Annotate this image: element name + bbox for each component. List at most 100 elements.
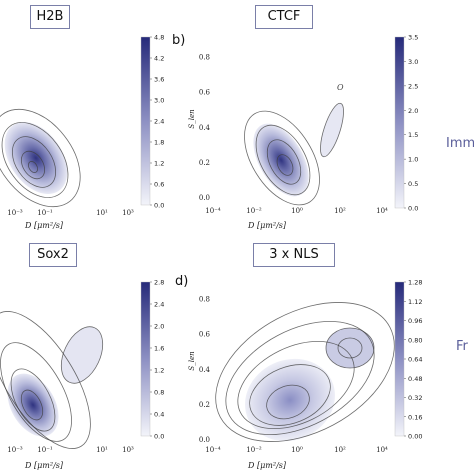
- ctcf-annotation: O: [337, 83, 344, 92]
- density-peak-region: [245, 358, 335, 442]
- contour-line: [255, 124, 311, 196]
- y-tick-label: 0.8: [199, 296, 210, 304]
- colorbar-tick-label: 3.5: [408, 34, 418, 42]
- colorbar-tick-label: 1.0: [408, 156, 418, 164]
- y-tick-label: 0.8: [199, 54, 210, 62]
- y-tick-label: 0.6: [199, 331, 211, 339]
- x-tick-label: 10⁻⁴: [205, 446, 221, 454]
- colorbar-tick-label: 2.0: [408, 107, 418, 115]
- colorbar: [394, 36, 405, 209]
- y-axis-label: S_len: [188, 351, 196, 371]
- x-tick-label: 10³: [122, 209, 134, 217]
- contour-line: [215, 302, 395, 442]
- colorbar-tick-label: 1.2: [154, 367, 164, 375]
- colorbar: [140, 36, 151, 206]
- colorbar-tick-label: 1.5: [408, 131, 418, 139]
- contour-line: [20, 150, 46, 180]
- y-tick-label: 0.2: [199, 159, 210, 167]
- contour-line: [225, 320, 375, 436]
- colorbar-tick-label: 0.6: [154, 181, 164, 189]
- contour-line: [249, 364, 331, 426]
- x-tick-label: 10²: [334, 446, 346, 454]
- y-axis-label: S_len: [188, 109, 196, 129]
- contour-line: [0, 342, 72, 442]
- x-tick-label: 10⁰: [291, 446, 303, 454]
- colorbar-tick-label: 1.2: [154, 160, 164, 168]
- colorbar-tick-label: 1.8: [154, 139, 164, 147]
- x-tick-label: 10¹: [96, 446, 108, 454]
- chart-panel-0: 10⁻³ 10⁻¹ 10¹ 10³ D [μm²/s] 4.8 4.2 3.6 3.0 2.4 1.…: [0, 34, 164, 230]
- density-peak-region: [253, 123, 309, 197]
- contour-line: [0, 108, 81, 208]
- x-tick-label: 10⁻²: [246, 207, 262, 215]
- panel-title-ctcf: CTCF: [255, 5, 313, 29]
- colorbar-tick-label: 3.6: [154, 76, 164, 84]
- y-tick-label: 0.4: [199, 124, 211, 132]
- density-secondary-lobe: [61, 326, 103, 384]
- x-tick-label: 10⁻¹: [37, 446, 53, 454]
- contour-line: [276, 154, 294, 176]
- contour-line: [20, 389, 44, 421]
- colorbar-tick-label: 0.8: [154, 389, 164, 397]
- colorbar-tick-label: 2.4: [154, 118, 164, 126]
- contour-line: [325, 327, 375, 369]
- colorbar-tick-label: 0.0: [154, 202, 164, 210]
- colorbar-tick-label: 0.16: [408, 413, 422, 421]
- chart-panel-2: 10⁻³ 10⁻¹ 10¹ 10³ D [μm²/s] 2.8 2.4 2.0 1.6 1.2 0.…: [0, 279, 164, 470]
- contour-line: [337, 337, 363, 359]
- x-tick-label: 10⁻⁴: [205, 207, 221, 215]
- colorbar-tick-label: 0.0: [408, 205, 418, 213]
- y-tick-label: 0.4: [199, 366, 211, 374]
- contour-line: [266, 384, 310, 420]
- x-axis-label: D [μm²/s]: [24, 221, 64, 230]
- contour-line: [266, 139, 302, 185]
- side-label-bottom: Fr: [456, 339, 468, 354]
- panel-letter-d: d): [175, 274, 189, 289]
- x-tick-label: 10²: [334, 207, 346, 215]
- x-tick-label: 10⁻³: [7, 209, 23, 217]
- panel-title-h2b: H2B: [30, 5, 70, 29]
- x-tick-label: 10⁴: [376, 207, 388, 215]
- colorbar-tick-label: 2.8: [154, 279, 164, 287]
- x-axis-label: D [μm²/s]: [247, 221, 287, 230]
- colorbar-tick-label: 0.4: [154, 411, 164, 419]
- y-tick-label: 0.6: [199, 89, 211, 97]
- colorbar-tick-label: 4.8: [154, 34, 164, 42]
- density-peak-region: [7, 373, 59, 437]
- colorbar-tick-label: 1.28: [408, 279, 422, 287]
- contour-line: [11, 136, 57, 188]
- colorbar: [140, 281, 151, 437]
- panel-letter-b: b): [172, 33, 186, 48]
- contour-line: [320, 102, 344, 158]
- colorbar-tick-label: 0.64: [408, 356, 422, 364]
- colorbar-tick-label: 3.0: [154, 97, 164, 105]
- x-axis-label: D [μm²/s]: [247, 461, 287, 470]
- colorbar-tick-label: 1.6: [154, 345, 164, 353]
- contour-line: [0, 311, 91, 449]
- side-label-top: Imm: [446, 136, 474, 151]
- y-tick-label: 0.0: [199, 436, 210, 444]
- contour-line: [244, 110, 320, 206]
- panel-title-3xnls: 3 x NLS: [253, 243, 335, 267]
- x-tick-label: 10⁻³: [7, 446, 23, 454]
- colorbar-tick-label: 0.5: [408, 180, 418, 188]
- colorbar-tick-label: 0.80: [408, 336, 422, 344]
- y-tick-label: 0.2: [199, 401, 210, 409]
- colorbar-tick-label: 4.2: [154, 55, 164, 63]
- x-tick-label: 10⁻²: [246, 446, 262, 454]
- contour-line: [28, 161, 38, 173]
- colorbar-tick-label: 0.96: [408, 317, 422, 325]
- density-secondary-lobe: [326, 328, 374, 368]
- colorbar: [394, 281, 405, 437]
- panels-layer: 10⁻³ 10⁻¹ 10¹ 10³ D [μm²/s] 4.8 4.2 3.6 3.0 2.4 1.…: [0, 34, 422, 470]
- colorbar-tick-label: 0.48: [408, 375, 422, 383]
- chart-panel-1: 10⁻⁴ 10⁻² 10⁰ 10² 10⁴ D [μm²/s] 0.8 0.6 0.4 0.2 0.…: [188, 34, 418, 231]
- x-tick-label: 10⁰: [291, 207, 303, 215]
- colorbar-tick-label: 2.4: [154, 301, 164, 309]
- contour-line: [10, 368, 56, 432]
- x-axis-label: D [μm²/s]: [24, 461, 64, 470]
- y-tick-label: 0.0: [199, 194, 210, 202]
- colorbar-tick-label: 2.0: [154, 323, 164, 331]
- density-secondary-lobe: [320, 103, 344, 157]
